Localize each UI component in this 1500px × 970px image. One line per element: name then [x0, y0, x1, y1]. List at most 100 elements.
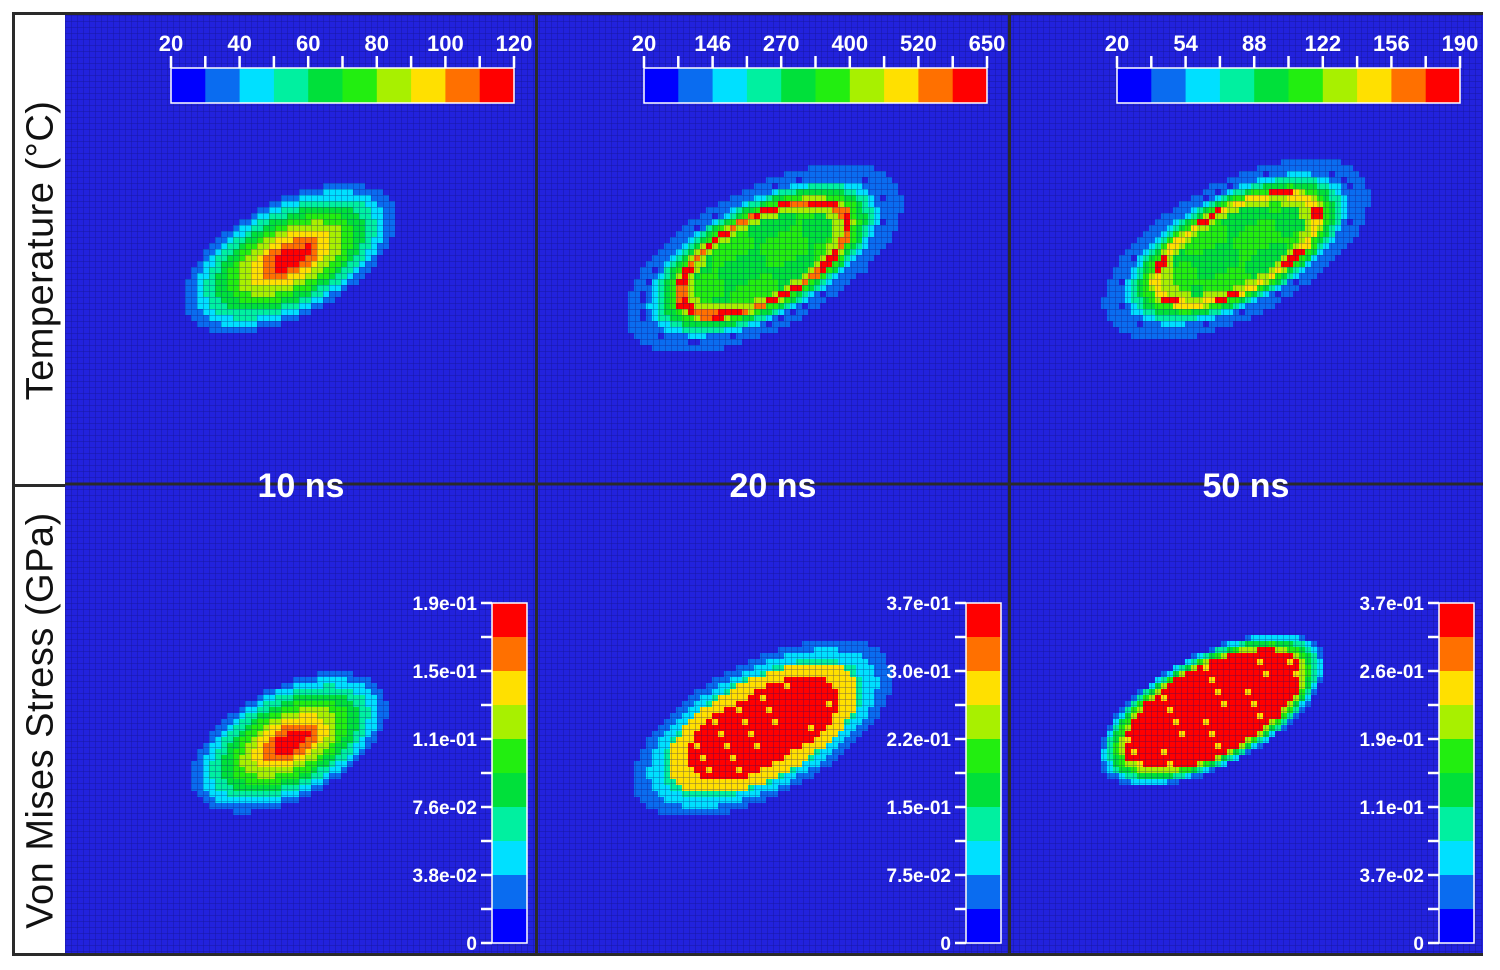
colorbar-temperature-10ns: 20 40 60 80 100 120: [159, 31, 533, 104]
colorbar-swatch: [1288, 68, 1324, 103]
colorbar-swatch: [1219, 68, 1255, 103]
colorbar-tick-label: 2.6e-01: [1360, 662, 1425, 683]
colorbar-tick-label: 60: [296, 31, 320, 56]
colorbar-swatch: [1357, 68, 1392, 103]
colorbar-swatch: [479, 68, 515, 103]
colorbar-temperature-50ns: 20 54 88 122 156 190: [1105, 31, 1478, 104]
colorbar-swatch: [746, 68, 782, 103]
panel-stress-50ns: 3.7e-01 2.6e-01 1.9e-01 1.1e-01 3.7e-02 0: [1011, 485, 1482, 953]
colorbar-swatch: [644, 68, 679, 103]
colorbar-swatch: [678, 68, 714, 103]
colorbar-swatch: [492, 909, 527, 944]
colorbar-tick-label: 146: [694, 31, 731, 56]
colorbar-swatch: [781, 68, 816, 103]
colorbar-swatch: [1439, 739, 1474, 774]
colorbar-swatch: [884, 68, 919, 103]
panel-stress-20ns: 3.7e-01 3.0e-01 2.2e-01 1.5e-01 7.5e-02 0: [538, 485, 1009, 953]
colorbar-swatch: [1439, 705, 1474, 740]
colorbar-swatch: [492, 739, 527, 774]
colorbar-swatch: [308, 68, 343, 103]
colorbar-swatch: [1439, 807, 1474, 842]
colorbar-tick-label: 1.1e-01: [413, 730, 478, 751]
colorbar-tick-label: 0: [1413, 934, 1424, 953]
colorbar-tick-label: 0: [940, 934, 951, 953]
row-label-temperature: Temperature (°C): [15, 15, 67, 485]
colorbar-tick-label: 40: [227, 31, 251, 56]
colorbar-swatch: [492, 637, 527, 672]
colorbar-swatch: [492, 671, 527, 706]
time-label-2: 50 ns: [1203, 467, 1290, 505]
colorbar-temperature-20ns: 20 146 270 400 520 650: [632, 31, 1005, 104]
panel-grid-stress-50ns: [1011, 485, 1482, 953]
colorbar-swatch: [966, 841, 1001, 876]
colorbar-tick-label: 1.9e-01: [1360, 730, 1425, 751]
colorbar-swatch: [1117, 68, 1152, 103]
colorbar-swatch: [966, 705, 1001, 740]
colorbar-swatch: [966, 603, 1001, 638]
panel-stress-10ns: 1.9e-01 1.5e-01 1.1e-01 7.6e-02 3.8e-02 0: [65, 485, 535, 953]
colorbar-tick-label: 3.7e-02: [1360, 866, 1424, 887]
colorbar-tick-label: 20: [1105, 31, 1129, 56]
row-divider: [15, 484, 67, 487]
colorbar-swatch: [1439, 773, 1474, 808]
time-label-0: 10 ns: [258, 467, 345, 505]
colorbar-swatch: [918, 68, 954, 103]
colorbar-tick-label: 270: [763, 31, 800, 56]
colorbar-tick-label: 20: [632, 31, 656, 56]
colorbar-swatch: [966, 807, 1001, 842]
colorbar-swatch: [1185, 68, 1221, 103]
colorbar-swatch: [1439, 603, 1474, 638]
colorbar-tick-label: 122: [1304, 31, 1341, 56]
panel-temperature-20ns: 20 146 270 400 520 650: [538, 15, 1009, 483]
colorbar-tick-label: 1.9e-01: [413, 594, 478, 615]
colorbar-swatch: [492, 773, 527, 808]
colorbar-tick-label: 80: [365, 31, 389, 56]
colorbar-swatch: [342, 68, 378, 103]
colorbar-tick-label: 3.8e-02: [413, 866, 477, 887]
colorbar-tick-label: 0: [466, 934, 477, 953]
heatmap-grid-svg: 20 40 60 80 100 120 20 146 270 400 520 650 20 54 88 122…: [65, 15, 1483, 953]
colorbar-swatch: [1254, 68, 1289, 103]
colorbar-swatch: [1425, 68, 1461, 103]
colorbar-stress-50ns: 3.7e-01 2.6e-01 1.9e-01 1.1e-01 3.7e-02 0: [1360, 594, 1475, 953]
colorbar-tick-label: 3.7e-01: [887, 594, 952, 615]
colorbar-swatch: [1439, 637, 1474, 672]
panel-grid-stress-10ns: [65, 485, 535, 953]
colorbar-swatch: [1439, 671, 1474, 706]
colorbar-tick-label: 400: [831, 31, 868, 56]
colorbar-swatch: [712, 68, 748, 103]
colorbar-swatch: [492, 603, 527, 638]
colorbar-tick-label: 88: [1242, 31, 1266, 56]
colorbar-swatch: [492, 875, 527, 910]
colorbar-swatch: [966, 909, 1001, 944]
colorbar-swatch: [966, 671, 1001, 706]
colorbar-swatch: [376, 68, 412, 103]
colorbar-swatch: [952, 68, 988, 103]
colorbar-swatch: [239, 68, 275, 103]
time-label-1: 20 ns: [730, 467, 817, 505]
colorbar-swatch: [966, 637, 1001, 672]
colorbar-swatch: [411, 68, 446, 103]
colorbar-tick-label: 520: [900, 31, 937, 56]
row-label-stress: Von Mises Stress (GPa): [15, 485, 67, 955]
colorbar-tick-label: 1.1e-01: [1360, 798, 1425, 819]
colorbar-stress-20ns: 3.7e-01 3.0e-01 2.2e-01 1.5e-01 7.5e-02 0: [887, 594, 1002, 953]
colorbar-tick-label: 2.2e-01: [887, 730, 952, 751]
colorbar-swatch: [492, 841, 527, 876]
colorbar-swatch: [966, 875, 1001, 910]
colorbar-swatch: [1322, 68, 1358, 103]
figure: Temperature (°C) Von Mises Stress (GPa) …: [12, 12, 1483, 956]
colorbar-swatch: [849, 68, 885, 103]
colorbar-swatch: [1439, 909, 1474, 944]
row-label-stress-text: Von Mises Stress (GPa): [19, 511, 62, 929]
colorbar-tick-label: 7.5e-02: [887, 866, 951, 887]
colorbar-swatch: [1391, 68, 1427, 103]
colorbar-tick-label: 7.6e-02: [413, 798, 477, 819]
colorbar-swatch: [171, 68, 206, 103]
colorbar-tick-label: 3.7e-01: [1360, 594, 1425, 615]
panel-grid-stress-20ns: [538, 485, 1009, 953]
colorbar-tick-label: 156: [1373, 31, 1410, 56]
colorbar-tick-label: 100: [427, 31, 464, 56]
colorbar-tick-label: 120: [496, 31, 533, 56]
colorbar-tick-label: 1.5e-01: [413, 662, 478, 683]
